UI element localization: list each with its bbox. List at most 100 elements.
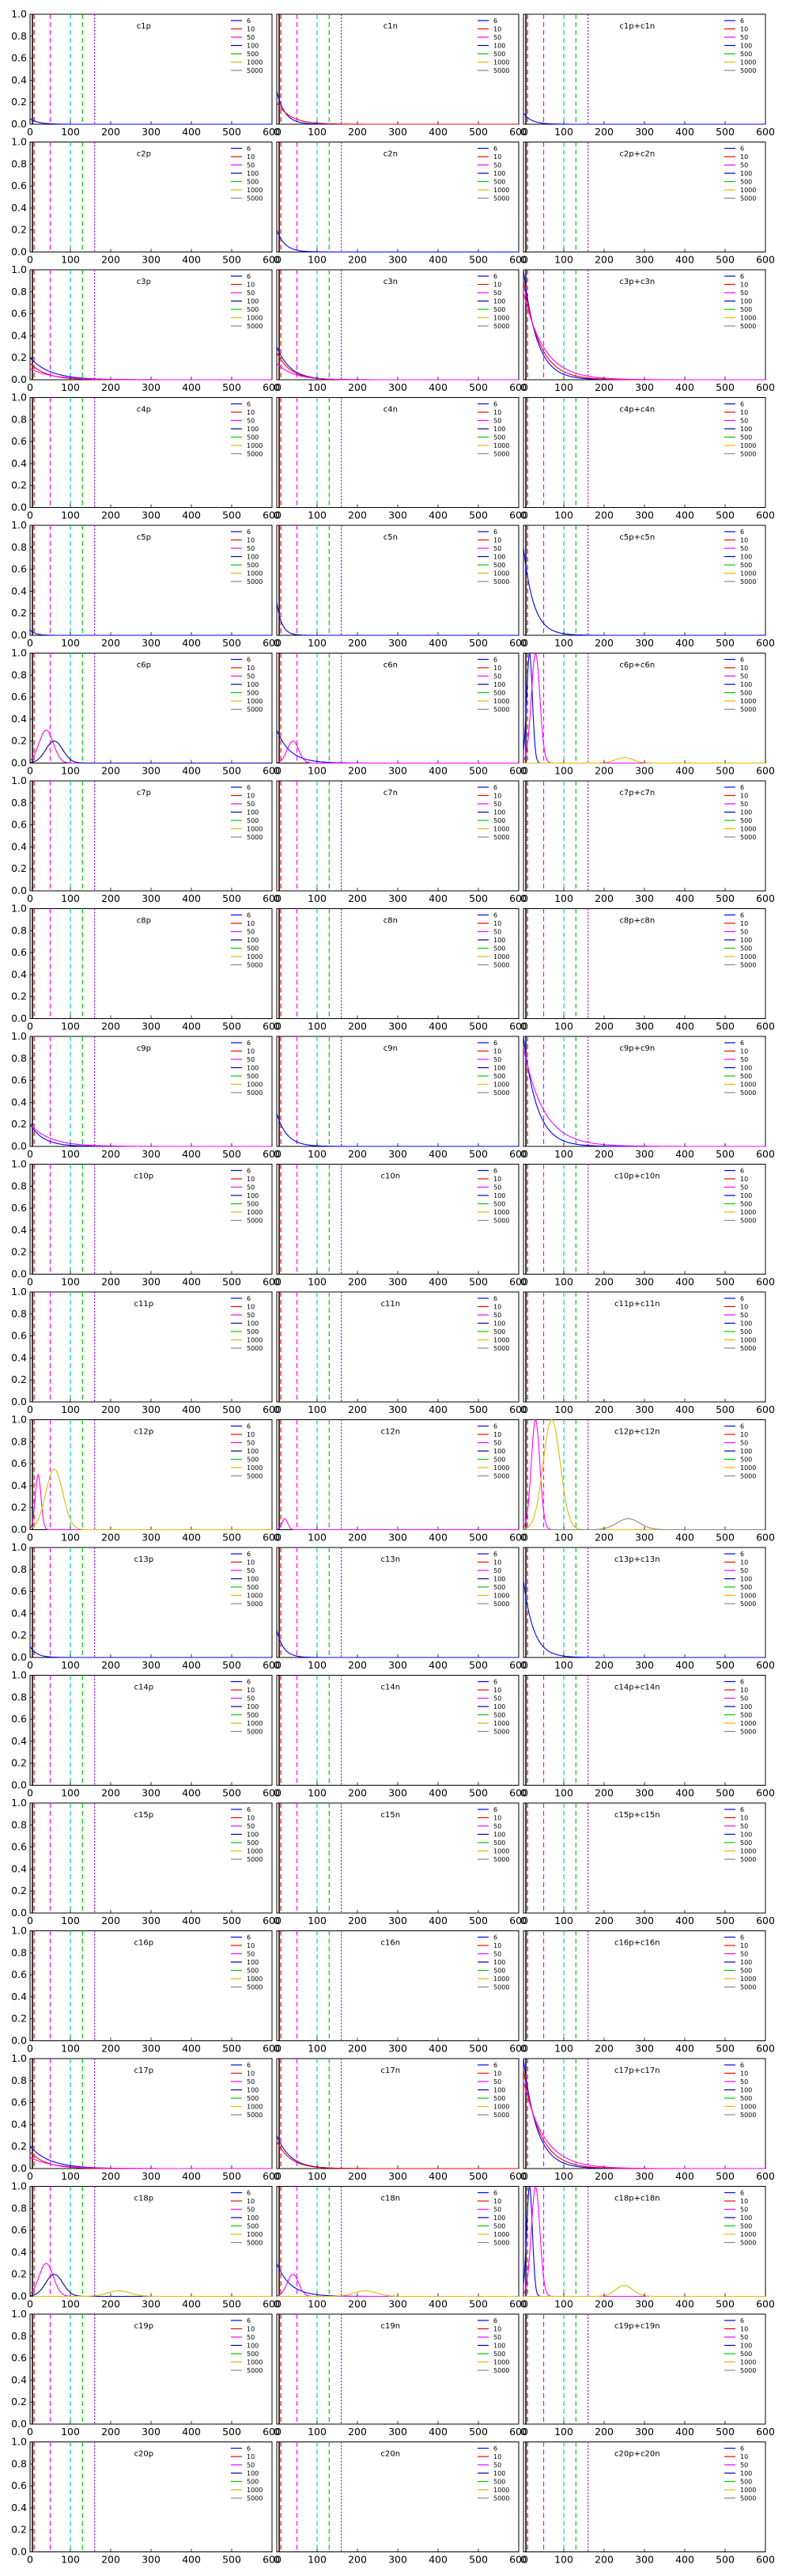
y-tick-label: 0.4 (11, 1351, 27, 1363)
legend-label: 1000 (493, 59, 509, 66)
x-tick-label: 200 (348, 1021, 367, 1032)
legend-label: 50 (247, 162, 255, 169)
legend-label: 5000 (493, 1729, 509, 1736)
x-tick-label: 500 (469, 510, 488, 521)
x-tick-label: 100 (554, 892, 573, 904)
legend-label: 100 (740, 681, 752, 688)
legend-label: 100 (493, 426, 505, 433)
y-tick-label: 1.0 (11, 2436, 27, 2448)
y-tick-label: 0.0 (11, 1524, 27, 1536)
legend-label: 500 (247, 1201, 259, 1208)
y-tick-label: 0.2 (11, 2140, 27, 2152)
x-tick-label: 400 (429, 1659, 448, 1671)
panel: c13p61050100500100050000.00.20.40.60.81.… (11, 1541, 282, 1671)
legend-label: 6 (247, 784, 251, 791)
legend-label: 50 (740, 1823, 748, 1830)
legend-label: 5000 (740, 834, 756, 841)
legend-label: 500 (247, 179, 259, 186)
legend-label: 50 (740, 2078, 748, 2085)
legend-label: 100 (493, 298, 505, 305)
legend-label: 6 (740, 273, 744, 280)
x-tick-label: 200 (101, 1404, 120, 1415)
y-tick-label: 0.0 (11, 885, 27, 896)
y-tick-label: 0.0 (11, 2162, 27, 2174)
panel-title: c3p (137, 278, 151, 286)
legend-label: 500 (740, 1584, 752, 1591)
x-tick-label: 300 (142, 126, 161, 138)
legend-label: 50 (247, 2207, 255, 2214)
legend-label: 50 (493, 545, 501, 552)
x-tick-label: 0 (520, 1787, 527, 1799)
legend-label: 500 (493, 51, 505, 58)
legend-label: 500 (247, 1839, 259, 1847)
y-tick-label: 0.4 (11, 2373, 27, 2385)
x-tick-label: 200 (595, 1404, 614, 1415)
x-tick-label: 100 (308, 1404, 327, 1415)
legend-label: 100 (493, 1448, 505, 1455)
x-tick-label: 600 (509, 637, 528, 649)
legend-label: 10 (247, 1048, 255, 1055)
legend-label: 6 (740, 912, 744, 919)
legend-label: 100 (740, 2343, 752, 2350)
y-tick-label: 0.6 (11, 2352, 27, 2364)
legend-label: 1000 (247, 570, 263, 578)
x-tick-label: 100 (61, 1532, 80, 1544)
legend-label: 100 (247, 1192, 259, 1199)
x-tick-label: 100 (61, 2554, 80, 2566)
legend-label: 6 (247, 17, 251, 25)
legend-label: 500 (247, 434, 259, 441)
x-tick-label: 500 (222, 510, 241, 521)
legend-label: 1000 (247, 1976, 263, 1983)
panel-frame (29, 13, 273, 125)
x-tick-label: 500 (716, 2426, 735, 2438)
y-tick-label: 0.8 (11, 286, 27, 297)
x-tick-label: 300 (388, 1276, 407, 1288)
y-tick-label: 0.0 (11, 1651, 27, 1663)
legend-label: 100 (740, 1959, 752, 1966)
x-tick-label: 0 (274, 1404, 280, 1415)
x-tick-label: 600 (509, 510, 528, 521)
legend-label: 1000 (740, 1720, 756, 1727)
legend-label: 1000 (740, 2231, 756, 2238)
legend-label: 500 (493, 1328, 505, 1335)
x-tick-label: 400 (675, 510, 694, 521)
legend-label: 6 (493, 912, 497, 919)
legend-label: 6 (493, 528, 497, 536)
panel-title: c11p (134, 1300, 154, 1309)
x-tick-label: 400 (675, 1404, 694, 1415)
legend-label: 10 (247, 282, 255, 289)
x-tick-label: 200 (595, 254, 614, 266)
legend-label: 5000 (493, 2367, 509, 2374)
y-tick-label: 0.2 (11, 2524, 27, 2536)
x-tick-label: 300 (635, 1787, 654, 1799)
panel-title: c4p+c4n (619, 406, 655, 415)
legend-label: 10 (493, 1687, 501, 1694)
x-tick-label: 200 (348, 765, 367, 777)
y-tick-label: 0.0 (11, 629, 27, 641)
legend-label: 10 (493, 1304, 501, 1311)
panel: c20p61050100500100050000.00.20.40.60.81.… (11, 2436, 282, 2566)
x-tick-label: 400 (182, 892, 201, 904)
y-tick-label: 0.2 (11, 607, 27, 619)
x-tick-label: 600 (509, 1276, 528, 1288)
legend-label: 100 (493, 1959, 505, 1966)
legend-label: 100 (493, 2470, 505, 2477)
y-tick-label: 0.4 (11, 2502, 27, 2513)
x-tick-label: 0 (274, 2298, 280, 2310)
x-tick-label: 100 (308, 254, 327, 266)
x-tick-label: 400 (675, 892, 694, 904)
legend-label: 10 (493, 2326, 501, 2333)
x-tick-label: 300 (388, 2554, 407, 2566)
y-tick-label: 0.0 (11, 118, 27, 130)
legend-label: 500 (740, 1457, 752, 1464)
legend-label: 50 (740, 673, 748, 680)
x-tick-label: 400 (182, 1276, 201, 1288)
x-tick-label: 500 (222, 1915, 241, 1926)
x-tick-label: 200 (595, 126, 614, 138)
legend-label: 6 (493, 2190, 497, 2197)
legend-label: 6 (247, 1168, 251, 1175)
legend-label: 1000 (493, 1848, 509, 1855)
x-tick-label: 500 (716, 510, 735, 521)
